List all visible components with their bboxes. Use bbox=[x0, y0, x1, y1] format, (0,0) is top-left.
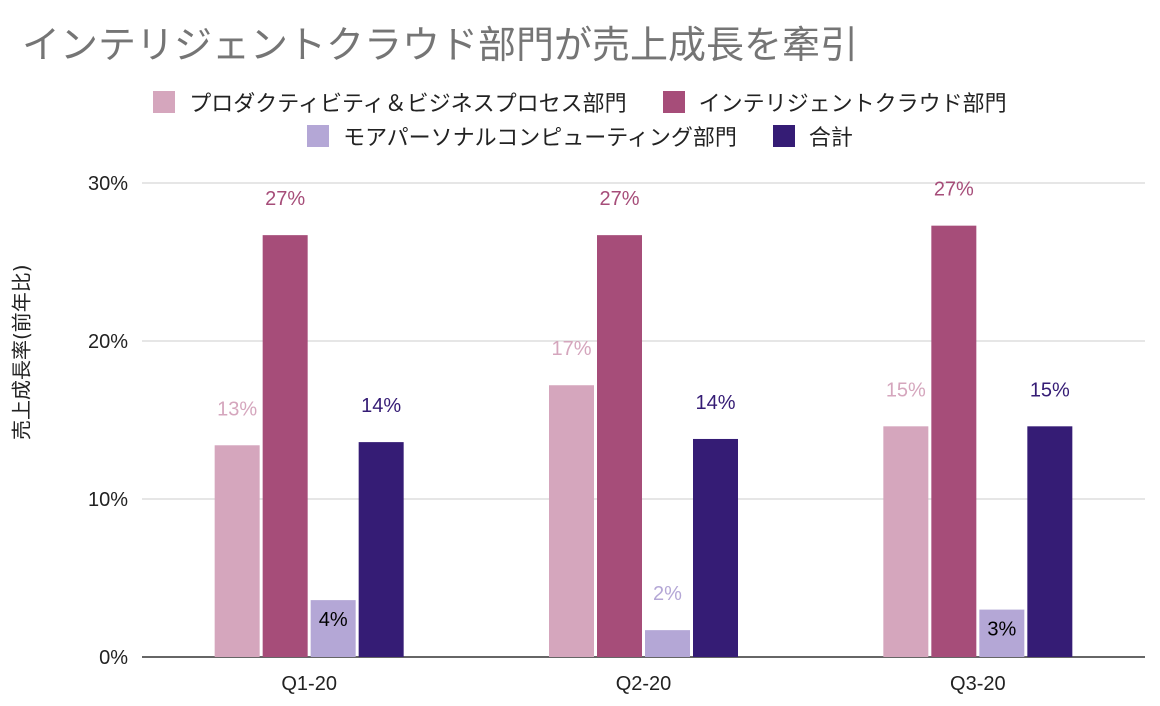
data-label: 27% bbox=[934, 179, 974, 201]
bar bbox=[645, 630, 690, 657]
bar bbox=[931, 225, 977, 657]
legend-swatch-personal-computing bbox=[307, 125, 330, 147]
data-label: 13% bbox=[217, 398, 257, 420]
legend-row-1: プロダクティビティ＆ビジネスプロセス部門 インテリジェントクラウド部門 bbox=[0, 86, 1160, 118]
data-label: 14% bbox=[361, 395, 401, 417]
legend-item-personal-computing: モアパーソナルコンピューティング部門 bbox=[307, 120, 737, 152]
bar bbox=[1027, 426, 1073, 657]
bar bbox=[597, 235, 642, 657]
data-label: 4% bbox=[319, 609, 348, 631]
legend-item-total: 合計 bbox=[772, 120, 853, 152]
bar bbox=[549, 385, 594, 657]
legend-label-productivity: プロダクティビティ＆ビジネスプロセス部門 bbox=[189, 92, 627, 117]
data-label: 14% bbox=[695, 392, 735, 414]
bar bbox=[358, 442, 404, 657]
bar bbox=[214, 445, 260, 657]
bar bbox=[693, 438, 738, 657]
legend-label-intelligent-cloud: インテリジェントクラウド部門 bbox=[698, 92, 1007, 117]
data-label: 15% bbox=[886, 379, 926, 401]
data-label: 27% bbox=[265, 188, 305, 210]
chart-title: インテリジェントクラウド部門が売上成長を牽引 bbox=[22, 23, 859, 67]
legend-swatch-intelligent-cloud bbox=[662, 91, 685, 113]
legend-row-2: モアパーソナルコンピューティング部門 合計 bbox=[0, 120, 1160, 152]
y-tick-label: 10% bbox=[88, 489, 128, 511]
legend-swatch-total bbox=[772, 125, 795, 147]
x-tick-label: Q2-20 bbox=[616, 673, 672, 695]
x-tick-label: Q1-20 bbox=[281, 673, 337, 695]
y-tick-label: 0% bbox=[99, 647, 128, 669]
legend-label-total: 合計 bbox=[808, 126, 853, 151]
legend-swatch-productivity bbox=[153, 91, 176, 113]
x-tick-label: Q3-20 bbox=[950, 673, 1006, 695]
data-label: 17% bbox=[551, 338, 591, 360]
y-tick-label: 30% bbox=[88, 173, 128, 195]
bar bbox=[310, 600, 356, 657]
data-label: 3% bbox=[987, 619, 1016, 641]
y-tick-label: 20% bbox=[88, 331, 128, 353]
bar bbox=[883, 426, 929, 657]
legend-label-personal-computing: モアパーソナルコンピューティング部門 bbox=[343, 126, 737, 151]
bar bbox=[979, 609, 1025, 657]
legend-item-productivity: プロダクティビティ＆ビジネスプロセス部門 bbox=[153, 86, 627, 118]
data-label: 27% bbox=[599, 188, 639, 210]
data-label: 15% bbox=[1030, 379, 1070, 401]
data-label: 2% bbox=[653, 583, 682, 605]
bar bbox=[262, 235, 308, 657]
legend-item-intelligent-cloud: インテリジェントクラウド部門 bbox=[662, 86, 1007, 118]
